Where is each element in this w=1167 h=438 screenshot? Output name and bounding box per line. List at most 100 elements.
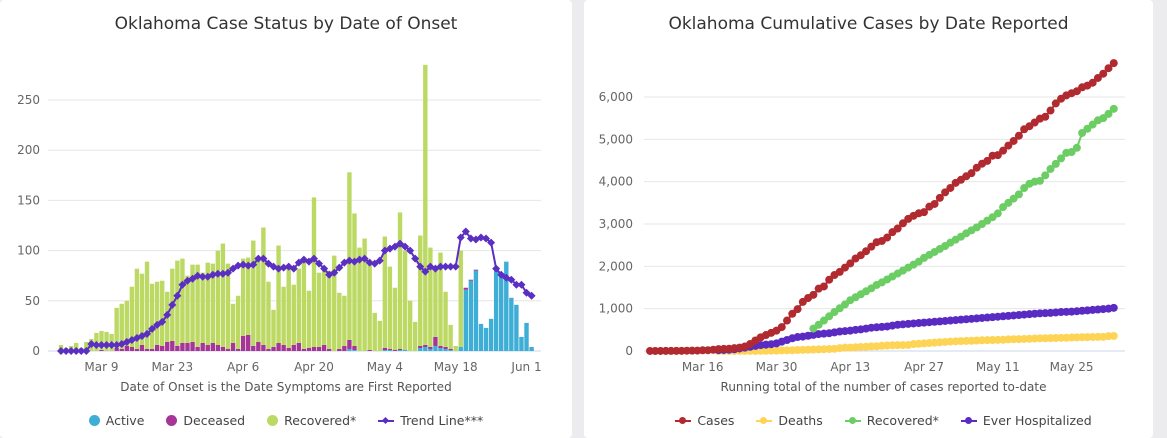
bar-deceased [311,346,317,351]
legend-item-deaths[interactable]: Deaths [756,413,823,428]
bar-deceased [261,344,266,351]
bar-recovered [326,270,332,349]
bar-recovered [453,345,458,351]
trend-point [406,246,415,255]
point-recovered [1072,143,1081,152]
point-recovered [1041,171,1050,180]
x-tick-label: Jun 1 [510,360,541,374]
bar-recovered [377,320,382,351]
legend-label: Trend Line*** [400,413,484,428]
bar-recovered [119,303,124,349]
legend-item-active[interactable]: Active [88,413,144,428]
trend-point [148,324,157,333]
point-recovered [1035,176,1044,185]
legend-item-recovered[interactable]: Recovered* [267,413,356,428]
legend-label: Deceased [183,413,246,428]
bar-recovered [185,275,190,343]
bar-recovered [418,235,423,346]
bar-deceased [210,342,215,351]
bar-recovered [256,258,261,342]
bar-recovered [246,257,251,335]
bar-active [423,346,428,351]
legend-item-trend-line[interactable]: Trend Line*** [378,413,483,428]
bar-active [473,270,479,351]
legend-marker-icon [88,415,100,426]
legend-label: Cases [697,413,735,428]
bar-recovered [301,261,307,349]
trend-point [487,238,496,247]
bar-active [438,347,443,351]
trend-point [72,347,81,355]
trend-point [476,233,485,242]
cumulative-cases-chart-card: Oklahoma Cumulative Cases by Date Report… [584,0,1153,438]
bar-recovered [175,260,180,346]
legend-item-recovered[interactable]: Recovered* [844,413,939,428]
y-tick-label: 1,000 [599,302,633,316]
trend-point [62,347,71,355]
bar-recovered [367,262,372,350]
trend-point [57,347,65,355]
bar-recovered [235,295,241,349]
bar-deceased [423,344,428,347]
legend-marker-icon [166,415,178,426]
bar-deceased [428,346,433,349]
trend-point [315,259,324,268]
trend-point [335,263,344,272]
bar-deceased [160,345,165,351]
y-tick-label: 4,000 [599,175,633,189]
legend-item-cases[interactable]: Cases [675,413,734,428]
point-cases [935,193,944,202]
bar-recovered [286,266,291,348]
bar-active [402,349,408,351]
trend-point [345,256,354,265]
x-axis-title: Date of Onset is the Date Symptoms are F… [120,380,452,394]
bar-recovered [362,238,367,351]
trend-point [517,280,526,289]
bar-recovered [387,266,393,349]
bar-deceased [149,348,155,351]
trend-point [198,272,207,281]
trend-point [482,234,491,243]
bar-recovered [190,264,195,342]
point-cases [1099,69,1108,78]
bar-deceased [326,348,332,351]
bar-recovered [347,172,352,340]
bar-deceased [144,348,150,351]
bar-deceased [180,342,185,351]
y-tick-label: 2,000 [599,259,633,273]
x-axis-title: Running total of the number of cases rep… [720,380,1047,394]
point-cases [993,151,1002,160]
bar-recovered [397,212,403,349]
bar-active [504,261,509,351]
point-cases [983,156,992,165]
bar-recovered [357,247,362,351]
point-cases [946,183,955,192]
bar-recovered [73,342,79,351]
bar-active [448,349,453,351]
bar-recovered [261,227,266,345]
bar-active [514,304,519,351]
trend-point [178,280,187,289]
y-tick-label: 0 [32,344,40,358]
legend-label: Deaths [778,413,823,428]
legend-item-ever-hospitalized[interactable]: Ever Hospitalized [960,413,1092,428]
y-tick-label: 250 [17,93,40,107]
bar-active [463,289,468,351]
bar-deceased [473,269,479,271]
bar-recovered [225,263,231,349]
bar-deceased [195,346,200,351]
bar-deceased [240,335,246,351]
trend-point [421,267,430,276]
x-tick-label: May 4 [367,360,403,374]
point-cases [846,259,855,268]
trend-point [173,291,182,300]
legend-item-deceased[interactable]: Deceased [166,413,245,428]
bar-active [428,348,433,351]
trend-point [304,257,313,266]
bar-active [387,349,393,351]
bar-deceased [266,348,271,351]
bar-deceased [251,345,256,351]
bar-deceased [256,341,261,351]
trend-point [527,291,536,300]
bar-recovered [240,258,246,336]
